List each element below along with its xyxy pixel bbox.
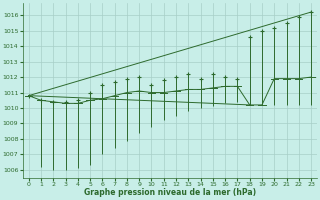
X-axis label: Graphe pression niveau de la mer (hPa): Graphe pression niveau de la mer (hPa)	[84, 188, 256, 197]
